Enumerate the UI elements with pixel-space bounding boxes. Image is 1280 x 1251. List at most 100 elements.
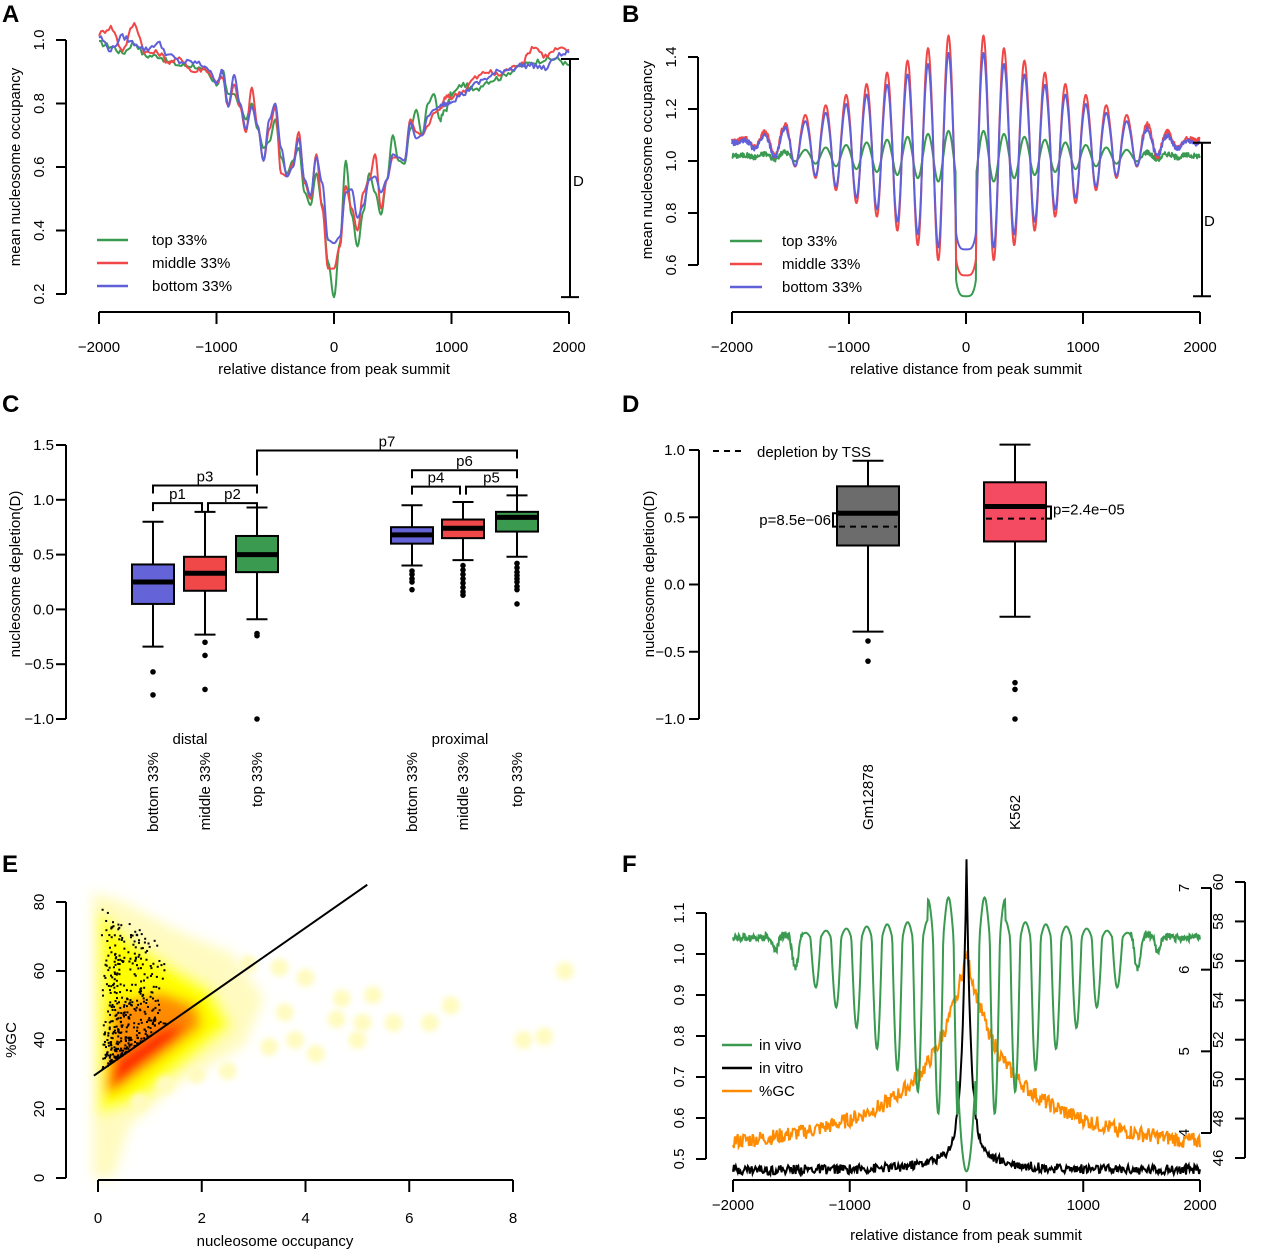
panel-e-point (145, 1020, 148, 1023)
panel-c-proximal-bottom-outlier (409, 586, 415, 593)
panel-e-point (108, 989, 111, 992)
panel-e-point (115, 956, 118, 959)
panel-letter-a: A (2, 1, 19, 28)
panel-e-point (104, 1053, 107, 1056)
panel-b-x-axis-title: relative distance from peak summit (850, 361, 1083, 378)
panel-f-legend-label: %GC (759, 1083, 795, 1100)
panel-e-point (125, 1047, 128, 1050)
panel-e-point (120, 1049, 123, 1052)
panel-b-y-tick-label: 0.8 (663, 203, 680, 224)
panel-letter-f: F (622, 851, 637, 878)
panel-e-density-blob (187, 1065, 206, 1084)
panel-e-point (114, 1009, 117, 1012)
panel-e-point (137, 955, 140, 958)
panel-e-x-tick-label: 8 (509, 1210, 517, 1227)
panel-f-right-y-tick-label: 6 (1176, 965, 1193, 973)
panel-d-y-tick-label: 1.0 (664, 442, 685, 459)
panel-e-point (112, 966, 115, 969)
panel-e-point (139, 967, 142, 970)
panel-e-x-tick-label: 0 (94, 1210, 102, 1227)
panel-e-density-blob (421, 1013, 439, 1032)
panel-e-y-tick-label: 80 (31, 894, 48, 911)
panel-e-point (146, 976, 149, 979)
panel-c-category-label: middle 33% (455, 752, 472, 830)
panel-e-point (115, 1047, 118, 1050)
panel-e-point (107, 1044, 110, 1047)
panel-e-point (116, 1040, 119, 1043)
panel-e-point (116, 1002, 119, 1005)
panel-e-point (108, 1056, 111, 1059)
panel-e-x-tick-label: 2 (198, 1210, 206, 1227)
panel-b-y-axis-title: mean nucleosome occupancy (639, 60, 656, 259)
panel-e-point (102, 994, 105, 997)
panel-e-point (105, 964, 108, 967)
panel-e-point (117, 923, 120, 926)
panel-e-density-blob (270, 958, 289, 977)
panel-e-point (146, 949, 149, 952)
panel-e-point (136, 999, 139, 1002)
panel-e-point (107, 1010, 110, 1013)
panel-e-x-tick-label: 6 (405, 1210, 413, 1227)
panel-e-point (110, 1041, 113, 1044)
panel-e-point (155, 985, 158, 988)
panel-e-point (114, 957, 117, 960)
panel-e-point (115, 973, 118, 976)
panel-c-distal-middle-outlier (202, 686, 208, 693)
panel-a-y-tick-label: 0.6 (31, 157, 48, 178)
panel-b-x-tick-label: 2000 (1183, 339, 1216, 356)
panel-e-point (114, 1000, 117, 1003)
panel-e-point (122, 1015, 125, 1018)
panel-e-point (137, 1022, 140, 1025)
panel-e-point (157, 1003, 160, 1006)
panel-c-y-tick-label: 0.5 (33, 547, 54, 564)
panel-e-point (103, 974, 106, 977)
panel-e-point (162, 1022, 165, 1025)
panel-e-point (139, 1040, 142, 1043)
panel-d-y-tick-label: −1.0 (655, 711, 685, 728)
panel-e-point (103, 1043, 106, 1046)
panel-e-point (118, 926, 121, 929)
panel-e-point (138, 1008, 141, 1011)
panel-c-distal-middle-outlier (202, 652, 208, 659)
panel-e-point (116, 985, 119, 988)
panel-e-point (127, 1023, 130, 1026)
panel-e-point (151, 1009, 154, 1012)
panel-e-point (116, 1056, 119, 1059)
panel-e-point (117, 1028, 120, 1031)
panel-e-point (144, 937, 147, 940)
panel-e-point (103, 1040, 106, 1043)
panel-c-bracket-label: p2 (224, 486, 241, 503)
panel-e-point (128, 1044, 131, 1047)
panel-e-point (150, 991, 153, 994)
panel-e-point (104, 976, 107, 979)
panel-c-significance-bracket (465, 485, 518, 495)
panel-e-point (125, 1036, 128, 1039)
panel-e-density-blob (218, 1062, 237, 1081)
panel-b-y-tick-label: 1.4 (663, 47, 680, 68)
panel-e-point (140, 947, 143, 950)
panel-e-point (140, 933, 143, 936)
panel-e-point (130, 1043, 133, 1046)
panel-e-point (123, 1047, 126, 1050)
panel-c-category-label: bottom 33% (145, 752, 162, 832)
panel-b-legend-label: top 33% (782, 233, 837, 250)
panel-e-density-layer (92, 891, 264, 1178)
panel-a-y-tick-label: 1.0 (31, 30, 48, 51)
panel-a-legend-label: middle 33% (152, 255, 230, 272)
panel-e-point (149, 1027, 152, 1030)
panel-c-y-tick-label: −0.5 (24, 656, 54, 673)
panel-e-point (117, 1054, 120, 1057)
panel-e-point (125, 1026, 128, 1029)
panel-a-y-axis-title: mean nucleosome occupancy (7, 67, 24, 266)
panel-e-density-blob (156, 1075, 175, 1094)
panel-e-point (135, 1034, 138, 1037)
panel-e-point (110, 1020, 113, 1023)
panel-e-point (102, 1066, 105, 1069)
panel-c-proximal-top-outlier (514, 601, 520, 607)
panel-e-point (114, 1014, 117, 1017)
panel-e-point (113, 1056, 116, 1059)
panel-e-point (152, 985, 155, 988)
panel-f-right-outer-y-tick-label: 54 (1210, 992, 1227, 1009)
panel-e-point (129, 999, 132, 1002)
panel-e-point (112, 1053, 115, 1056)
